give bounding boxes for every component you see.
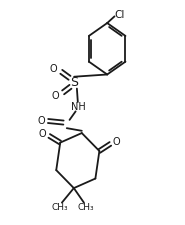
Text: O: O <box>39 129 46 139</box>
Text: Cl: Cl <box>114 9 125 20</box>
Text: O: O <box>113 137 120 147</box>
Text: NH: NH <box>71 102 86 112</box>
Text: CH₃: CH₃ <box>78 203 94 212</box>
Text: S: S <box>70 76 78 89</box>
Text: CH₃: CH₃ <box>51 203 68 212</box>
Text: O: O <box>37 116 45 126</box>
Text: O: O <box>50 64 57 74</box>
Text: O: O <box>51 91 59 101</box>
